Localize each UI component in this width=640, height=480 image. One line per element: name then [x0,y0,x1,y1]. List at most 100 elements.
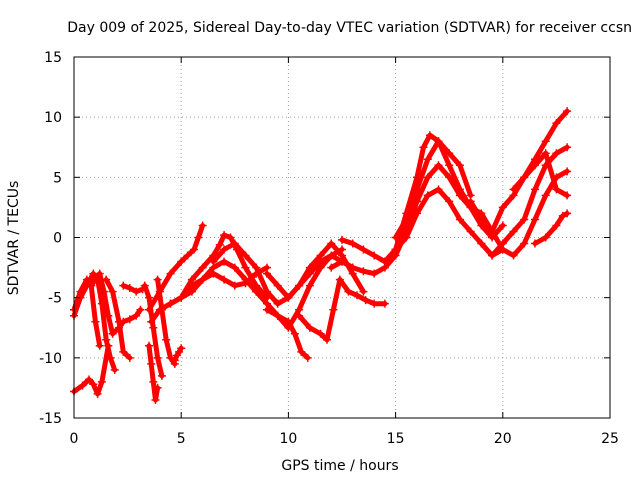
data-point [209,257,218,266]
data-point [509,251,518,260]
data-point [466,197,475,206]
series-track-k [145,221,207,314]
data-point [97,377,106,386]
data-point [115,317,124,326]
data-point [132,287,141,296]
data-point [262,269,271,278]
data-point [509,227,518,236]
data-point [423,155,432,164]
series-line [168,232,270,307]
data-point [477,215,486,224]
data-point [136,305,145,314]
data-point [82,275,91,284]
x-axis-label: GPS time / hours [281,458,398,474]
data-point [466,227,475,236]
y-tick-label: -5 [48,291,62,307]
series-track-ac [530,209,572,248]
data-point [177,293,186,302]
data-point [488,227,497,236]
data-point [153,353,162,362]
data-point [220,245,229,254]
data-point [149,377,158,386]
data-point [153,383,162,392]
series-track-s [273,239,368,308]
data-point [455,161,464,170]
data-point [177,344,186,353]
data-point [215,240,224,249]
series-track-d [87,269,145,338]
data-point [145,293,154,302]
data-point [187,281,196,290]
series-line [172,345,184,363]
data-point [445,173,454,182]
data-point [423,173,432,182]
data-point [230,281,239,290]
data-point [303,353,312,362]
x-tick-label: 0 [70,431,79,447]
chart-title: Day 009 of 2025, Sidereal Day-to-day VTE… [67,20,632,36]
data-point [108,287,117,296]
data-point [509,185,518,194]
data-point [155,305,164,314]
data-point [370,251,379,260]
data-point [241,251,250,260]
data-point [241,279,250,288]
data-point [290,329,299,338]
data-point [170,356,179,365]
data-point [530,185,539,194]
data-point [194,233,203,242]
data-point [413,173,422,182]
data-point [402,233,411,242]
data-point [359,245,368,254]
data-point [445,161,454,170]
data-point [297,347,306,356]
data-point [425,131,434,140]
data-point [252,287,261,296]
data-point [445,197,454,206]
data-point [140,281,149,290]
data-point [149,323,158,332]
data-point [370,299,379,308]
x-tick-label: 5 [177,431,186,447]
y-tick-label: 10 [44,110,62,126]
series-track-t [295,275,389,344]
data-point [110,365,119,374]
data-point [273,311,282,320]
data-point [455,191,464,200]
data-point [498,203,507,212]
data-point [273,299,282,308]
data-point [230,239,239,248]
data-point [322,335,331,344]
data-point [102,335,111,344]
y-tick-label: -15 [39,411,62,427]
x-tick-label: 25 [601,431,619,447]
data-point [434,185,443,194]
x-tick-label: 20 [494,431,512,447]
tick-layer: 0 5 10 15 20 25 -15 -10 -5 0 5 10 15 [39,50,619,447]
data-point [147,317,156,326]
data-point [530,161,539,170]
data-point [166,269,175,278]
data-point [87,281,96,290]
data-point [488,251,497,260]
data-point [498,221,507,230]
series-track-h [145,341,162,404]
data-point [108,329,117,338]
data-point [262,287,271,296]
data-point [541,149,550,158]
data-point [198,221,207,230]
data-point [327,239,336,248]
data-point [166,299,175,308]
data-point [423,191,432,200]
data-point [413,197,422,206]
series-layer [70,107,572,404]
data-point [316,251,325,260]
y-tick-label: 5 [53,170,62,186]
data-point [370,269,379,278]
data-point [132,311,141,320]
series-line [88,271,143,337]
series-track-z [466,107,572,236]
data-point [329,305,338,314]
data-point [391,233,400,242]
